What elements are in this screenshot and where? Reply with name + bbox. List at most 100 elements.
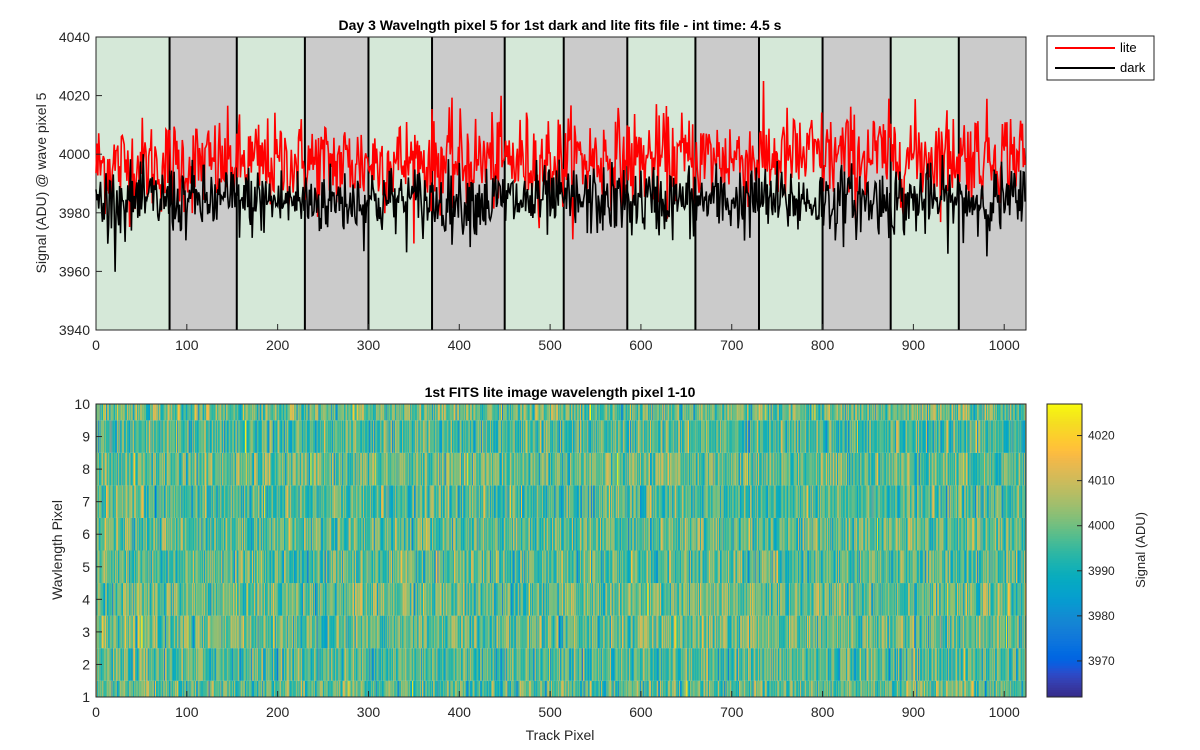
heatmap-cell bbox=[907, 648, 910, 681]
heatmap-cell bbox=[756, 550, 758, 584]
heatmap-cell bbox=[406, 648, 408, 681]
heatmap-cell bbox=[133, 583, 135, 616]
heatmap-cell bbox=[810, 615, 813, 649]
heatmap-cell bbox=[624, 648, 626, 681]
heatmap-cell bbox=[163, 615, 165, 649]
heatmap-cell bbox=[390, 550, 392, 584]
heatmap-cell bbox=[828, 615, 831, 649]
heatmap-cell bbox=[531, 583, 534, 616]
heatmap-cell bbox=[559, 648, 561, 681]
heatmap-cell bbox=[985, 583, 987, 616]
heatmap-cell bbox=[125, 615, 128, 649]
heatmap-cell bbox=[383, 550, 386, 584]
heatmap-cell bbox=[511, 680, 513, 697]
heatmap-cell bbox=[864, 680, 866, 697]
heatmap-cell bbox=[809, 680, 812, 697]
heatmap-cell bbox=[167, 615, 170, 649]
heatmap-cell bbox=[790, 680, 793, 697]
heatmap-cell bbox=[409, 615, 411, 649]
heatmap-cell bbox=[688, 583, 690, 616]
heatmap-cell bbox=[950, 615, 952, 649]
heatmap-cell bbox=[422, 615, 424, 649]
heatmap-cell bbox=[402, 680, 405, 697]
heatmap-cell bbox=[292, 615, 294, 649]
heatmap-cell bbox=[917, 615, 919, 649]
heatmap-cell bbox=[257, 648, 259, 681]
heatmap-cell bbox=[251, 648, 253, 681]
heatmap-cell bbox=[163, 583, 165, 616]
heatmap-cell bbox=[794, 583, 796, 616]
heatmap-cell bbox=[487, 615, 489, 649]
heatmap-cell bbox=[532, 550, 535, 584]
heatmap-cell bbox=[961, 615, 963, 649]
heatmap-cell bbox=[501, 680, 503, 697]
heatmap-cell bbox=[629, 648, 631, 681]
heatmap-cell bbox=[547, 648, 549, 681]
heatmap-cell bbox=[333, 648, 336, 681]
heatmap-cell bbox=[450, 648, 452, 681]
heatmap-cell bbox=[368, 550, 370, 584]
heatmap-cell bbox=[674, 680, 676, 697]
heatmap-cell bbox=[486, 550, 488, 584]
heatmap-cell bbox=[612, 648, 615, 681]
heatmap-cell bbox=[1022, 583, 1024, 616]
heatmap-cell bbox=[430, 680, 432, 697]
heatmap-cell bbox=[682, 583, 685, 616]
heatmap-cell bbox=[213, 583, 215, 616]
heatmap-cell bbox=[353, 680, 355, 697]
heatmap-cell bbox=[804, 550, 806, 584]
heatmap-cell bbox=[771, 615, 774, 649]
heatmap-cell bbox=[158, 550, 160, 584]
heatmap-cell bbox=[652, 550, 655, 584]
heatmap-cell bbox=[270, 648, 272, 681]
heatmap-cell bbox=[207, 550, 210, 584]
heatmap-cell bbox=[444, 680, 447, 697]
heatmap-cell bbox=[927, 680, 929, 697]
heatmap-cell bbox=[650, 615, 653, 649]
heatmap-cell bbox=[557, 550, 559, 584]
heatmap-cell bbox=[384, 583, 387, 616]
heatmap-cell bbox=[154, 550, 156, 584]
heatmap-cell bbox=[464, 583, 467, 616]
heatmap-cell bbox=[1000, 583, 1002, 616]
heatmap-cell bbox=[1023, 680, 1025, 697]
heatmap-cell bbox=[791, 648, 793, 681]
heatmap-cell bbox=[798, 680, 800, 697]
heatmap-cell bbox=[338, 550, 340, 584]
heatmap-cell bbox=[373, 583, 376, 616]
heatmap-cell bbox=[952, 583, 954, 616]
heatmap-cell bbox=[378, 648, 380, 681]
heatmap-cell bbox=[595, 680, 597, 697]
heatmap-cell bbox=[157, 680, 160, 697]
heatmap-cell bbox=[364, 648, 367, 681]
heatmap-cell bbox=[155, 648, 158, 681]
heatmap-cell bbox=[386, 583, 388, 616]
heatmap-cell bbox=[531, 648, 533, 681]
heatmap-cell bbox=[428, 583, 430, 616]
heatmap-cell bbox=[916, 583, 918, 616]
heatmap-cell bbox=[491, 583, 493, 616]
heatmap-cell bbox=[650, 680, 653, 697]
heatmap-cell bbox=[236, 680, 239, 697]
legend[interactable]: lite dark bbox=[1046, 35, 1155, 81]
heatmap-cell bbox=[213, 615, 215, 649]
heatmap-cell bbox=[648, 648, 650, 681]
heatmap-cell bbox=[125, 583, 127, 616]
heatmap-cell bbox=[753, 583, 755, 616]
heatmap-cell bbox=[762, 615, 764, 649]
heatmap-cell bbox=[246, 615, 249, 649]
heatmap-cell bbox=[372, 550, 374, 584]
heatmap-cell bbox=[214, 615, 217, 649]
heatmap-cell bbox=[829, 583, 832, 616]
heatmap-cell bbox=[135, 648, 137, 681]
heatmap-cell bbox=[401, 583, 403, 616]
heatmap-cell bbox=[188, 648, 190, 681]
heatmap-cell bbox=[718, 550, 720, 584]
heatmap-cell bbox=[740, 680, 743, 697]
heatmap-cell bbox=[930, 583, 932, 616]
heatmap-cell bbox=[894, 648, 896, 681]
heatmap-cell bbox=[471, 680, 473, 697]
heatmap-cell bbox=[473, 550, 476, 584]
heatmap-cell bbox=[373, 583, 375, 616]
heatmap-cell bbox=[709, 550, 712, 584]
